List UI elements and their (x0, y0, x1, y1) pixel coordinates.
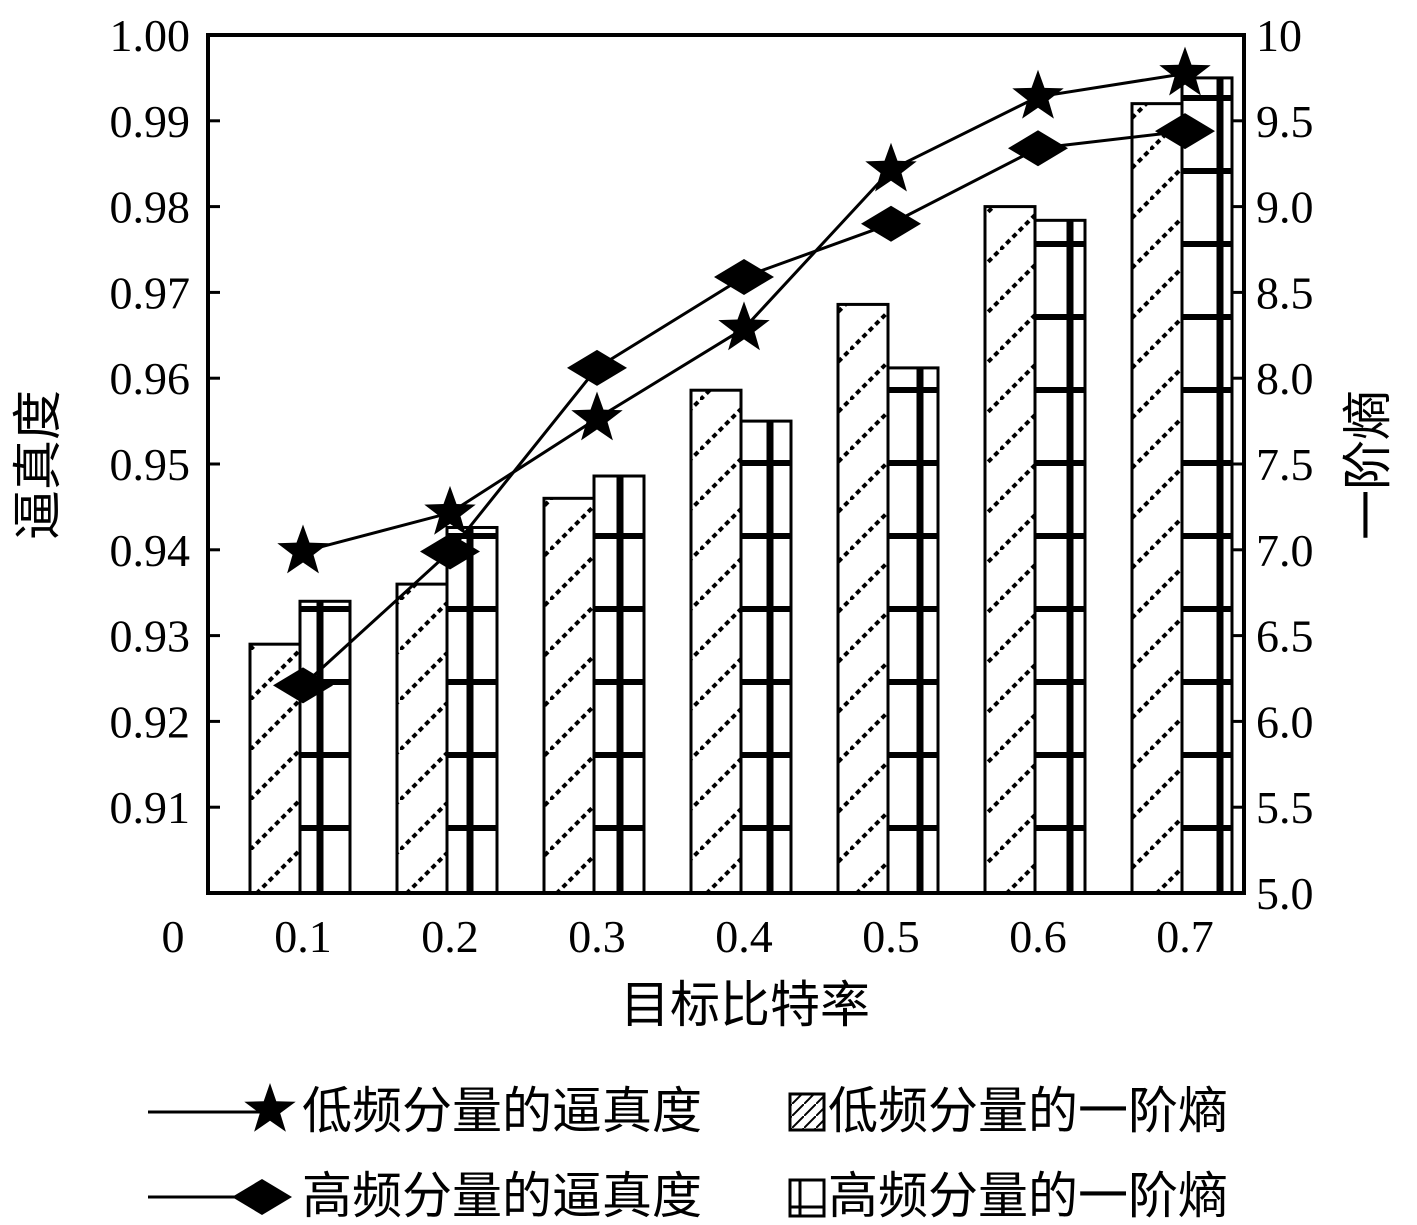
bar-low-entropy (836, 302, 890, 895)
left-tick-label: 0.93 (110, 611, 191, 662)
legend-item-low-entropy: 低频分量的一阶熵 (788, 1083, 1228, 1139)
bar-low-entropy (983, 205, 1037, 895)
x-tick-label: 0.4 (715, 911, 773, 962)
bar-high-entropy (1180, 76, 1234, 895)
right-tick-label: 8.5 (1256, 267, 1314, 318)
diamond-marker-icon (232, 1179, 292, 1215)
bars (248, 76, 1234, 895)
left-tick-label: 0.92 (110, 696, 191, 747)
legend-item-high-fidelity: 高频分量的逼真度 (148, 1168, 702, 1224)
right-tick-label: 10 (1256, 10, 1302, 61)
bar-low-entropy (689, 388, 743, 895)
x-axis-title: 目标比特率 (620, 977, 870, 1033)
x-tick-label: 0.5 (862, 911, 920, 962)
bar-high-entropy (739, 419, 793, 895)
legend-label: 高频分量的逼真度 (302, 1168, 702, 1224)
bar-low-entropy (542, 496, 596, 895)
legend-label: 低频分量的逼真度 (302, 1083, 702, 1139)
left-tick-label: 0.95 (110, 439, 191, 490)
x-axis-ticks: 0.1 0.2 0.3 0.4 0.5 0.6 0.7 (274, 911, 1214, 962)
bar-low-entropy (1130, 102, 1184, 895)
y-axis-title-left: 逼真度 (10, 390, 66, 540)
diamond-point (567, 349, 627, 386)
x-tick-label: 0.3 (568, 911, 626, 962)
right-tick-label: 8.0 (1256, 353, 1314, 404)
star-point (1159, 46, 1211, 96)
legend-label: 低频分量的一阶熵 (828, 1083, 1228, 1139)
legend: 低频分量的逼真度 低频分量的一阶熵 高频分量的逼真度 高频分量的一阶熵 (148, 1083, 1228, 1224)
star-point (1012, 69, 1064, 119)
right-axis-ticks: 5.0 5.5 6.0 6.5 7.0 7.5 8.0 8.5 9.0 9.5 10 (1232, 10, 1314, 919)
diagonal-pattern-swatch-icon (788, 1092, 826, 1132)
right-tick-label: 5.5 (1256, 782, 1314, 833)
bar-high-entropy (1033, 218, 1087, 895)
legend-item-high-entropy: 高频分量的一阶熵 (788, 1168, 1228, 1224)
grid-pattern-swatch-icon (788, 1178, 826, 1218)
legend-item-low-fidelity: 低频分量的逼真度 (148, 1083, 702, 1139)
star-point (424, 485, 476, 535)
bar-low-entropy (395, 582, 449, 895)
left-tick-label: 0.94 (110, 525, 191, 576)
lines (273, 46, 1215, 704)
x-origin-label: 0 (162, 911, 185, 962)
x-tick-label: 0.6 (1009, 911, 1067, 962)
legend-label: 高频分量的一阶熵 (828, 1168, 1228, 1224)
diamond-point (861, 205, 921, 242)
bar-high-entropy (445, 525, 499, 895)
x-tick-label: 0.2 (421, 911, 479, 962)
right-tick-label: 9.0 (1256, 182, 1314, 233)
star-point (718, 301, 770, 351)
bar-high-entropy (886, 366, 940, 895)
bar-high-entropy (592, 474, 646, 895)
right-tick-label: 6.0 (1256, 696, 1314, 747)
left-axis-ticks: 0.91 0.92 0.93 0.94 0.95 0.96 0.97 0.98 0.99 1.00 (110, 10, 220, 833)
x-tick-label: 0.7 (1156, 911, 1214, 962)
star-marker-icon (244, 1083, 296, 1132)
diamond-point (420, 533, 480, 570)
x-tick-label: 0.1 (274, 911, 332, 962)
right-tick-label: 6.5 (1256, 611, 1314, 662)
diamond-point (714, 258, 774, 295)
bar-high-entropy (298, 599, 352, 895)
star-point (571, 391, 623, 441)
left-tick-label: 0.98 (110, 182, 191, 233)
right-tick-label: 7.5 (1256, 439, 1314, 490)
left-tick-label: 0.99 (110, 96, 191, 147)
diamond-point (1155, 113, 1215, 150)
star-point (865, 142, 917, 192)
right-tick-label: 5.0 (1256, 868, 1314, 919)
left-tick-label: 0.96 (110, 353, 191, 404)
left-tick-label: 0.91 (110, 782, 191, 833)
y-axis-title-right: 一阶熵 (1340, 390, 1396, 540)
right-tick-label: 7.0 (1256, 525, 1314, 576)
left-tick-label: 1.00 (110, 10, 191, 61)
right-tick-label: 9.5 (1256, 96, 1314, 147)
left-tick-label: 0.97 (110, 267, 191, 318)
diamond-point (1008, 130, 1068, 167)
diamond-point (273, 667, 333, 704)
star-point (277, 524, 329, 574)
